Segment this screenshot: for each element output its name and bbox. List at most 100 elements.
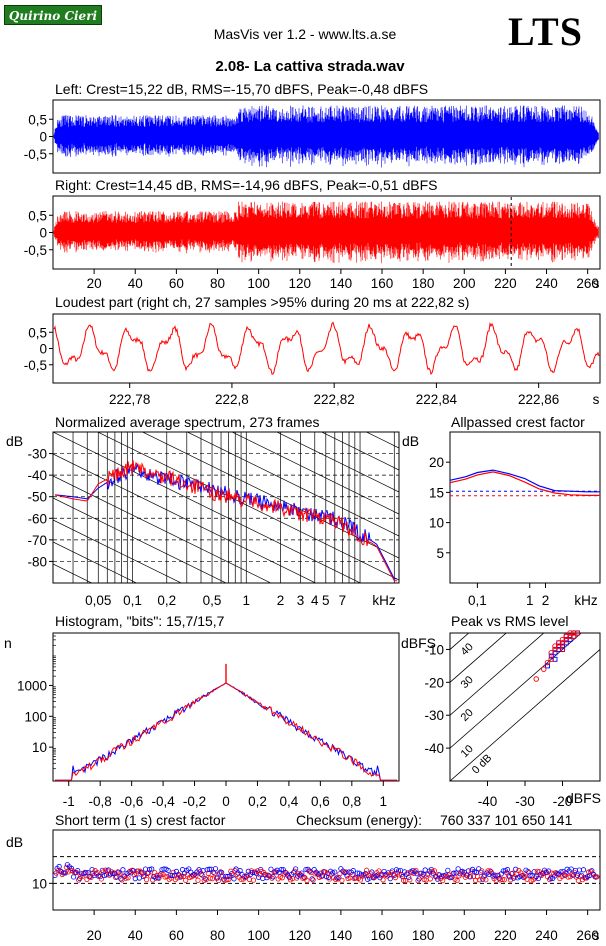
crest-left-point <box>214 875 221 881</box>
crest-right-point <box>376 868 382 874</box>
spectrum-diagonal <box>53 453 317 583</box>
crest-left-point <box>216 870 223 876</box>
crest-right-point <box>215 877 222 884</box>
spectrum-diagonal <box>53 234 399 404</box>
crest-ylabel: dB <box>6 834 24 850</box>
allpassed-ytick-label: 10 <box>429 516 444 531</box>
crest-right-point <box>501 877 507 883</box>
crest-left-point <box>369 869 375 875</box>
peak-rms-diagonal <box>450 648 600 781</box>
crest-right-point <box>244 872 250 878</box>
peak-rms-ytick-label: -30 <box>424 708 444 723</box>
peak-rms-right-point <box>556 643 562 649</box>
histogram-xtick-label: -0,6 <box>120 794 143 809</box>
right-title: Right: Crest=14,45 dB, RMS=-14,96 dBFS, … <box>55 177 438 193</box>
histogram-right-series <box>55 682 397 781</box>
loudest-xtick-label: 222,86 <box>518 392 559 407</box>
peak-rms-right-point <box>556 640 562 646</box>
crest-right-point <box>425 871 431 877</box>
crest-left-point <box>147 866 153 873</box>
spectrum-ytick-label: -80 <box>27 554 47 569</box>
spectrum-diagonals <box>53 234 399 800</box>
histogram-xtick-label: 1 <box>380 794 388 809</box>
loudest-wave <box>53 321 600 376</box>
peak-rms-left-point <box>563 640 569 646</box>
crest-right-point <box>495 872 501 878</box>
crest-left-point <box>478 869 484 875</box>
crest-left-point <box>580 867 587 873</box>
peak-rms-right-point <box>574 630 581 636</box>
crest-right-point <box>353 875 359 881</box>
crest-left-point <box>206 866 212 872</box>
histogram-ytick-label: 100 <box>24 709 47 724</box>
right-chart-xtick-label: 120 <box>289 276 312 291</box>
crest-left-point <box>399 874 406 880</box>
crest-xtick-label: 260 <box>576 928 599 943</box>
crest-left-point <box>558 869 564 875</box>
artist-badge: Quirino Cieri <box>4 5 102 25</box>
crest-right-point <box>427 876 433 882</box>
peak-rms-left-point <box>560 643 565 649</box>
crest-xtick-label: 180 <box>412 928 435 943</box>
peak-rms-right-point <box>571 630 577 636</box>
crest-right-point <box>304 877 310 884</box>
right-chart-xtick-label: 60 <box>169 276 184 291</box>
crest-xtick-label: 140 <box>330 928 353 943</box>
right-chart-xtick-label: 240 <box>535 276 558 291</box>
crest-left-point <box>177 874 184 880</box>
crest-right-point <box>401 877 407 883</box>
crest-right-point <box>300 875 306 881</box>
crest-left-point <box>138 869 145 876</box>
peak-rms-diagonal <box>450 633 582 749</box>
loudest-xtick-label: 222,82 <box>314 392 355 407</box>
right-chart-xunit: s <box>593 276 600 291</box>
peak-rms-right-point <box>552 646 558 653</box>
allpassed-title: Allpassed crest factor <box>451 414 585 430</box>
crest-left-point <box>496 875 502 882</box>
crest-left-point <box>268 866 274 872</box>
crest-xtick-label: 240 <box>535 928 558 943</box>
file-name: 2.08- La cattiva strada.wav <box>215 58 405 75</box>
spectrum-diagonal <box>53 630 399 800</box>
histogram-xtick-label: 0 <box>222 794 230 809</box>
peak-rms-diag-label: 40 <box>459 641 476 658</box>
crest-right-point <box>526 870 532 876</box>
crest-left-point <box>110 870 116 877</box>
peak-rms-frame <box>449 632 601 782</box>
crest-right-point <box>156 875 162 881</box>
crest-right-point <box>431 868 438 874</box>
crest-right-point <box>207 875 213 881</box>
crest-left-point <box>535 875 541 882</box>
crest-right-point <box>191 872 197 878</box>
allpassed-right-series <box>449 471 600 496</box>
loudest-ytick-label: 0,5 <box>28 325 47 340</box>
histogram-title: Histogram, "bits": 15,7/15,7 <box>55 613 225 629</box>
histogram-xtick-label: 0,6 <box>311 794 330 809</box>
allpassed-ylabel: dB <box>402 433 420 449</box>
peak-rms-diag-label: 30 <box>459 674 476 691</box>
crest-right-point <box>220 873 226 879</box>
peak-rms-diag-label: 10 <box>459 743 476 760</box>
spectrum-diagonal <box>276 432 399 493</box>
crest-left-point <box>144 870 151 876</box>
crest-right-point <box>380 877 386 883</box>
crest-left-point <box>589 868 595 874</box>
right-chart-ytick-label: -0,5 <box>24 243 47 258</box>
peak-rms-left-point <box>552 656 558 662</box>
crest-left-point <box>527 872 533 879</box>
crest-xtick-label: 40 <box>128 928 143 943</box>
spectrum-diagonal <box>141 432 399 559</box>
crest-right-point <box>339 877 345 883</box>
peak-rms-right-point <box>552 643 558 649</box>
peak-rms-right-point <box>563 636 570 643</box>
peak-rms-right-point <box>548 656 555 663</box>
peak-rms-ytick-label: -20 <box>424 675 444 690</box>
crest-right-point <box>470 873 477 879</box>
crest-left-point <box>270 874 276 880</box>
spectrum-xunit: kHz <box>372 593 395 608</box>
crest-right-point <box>148 873 154 879</box>
loudest-xunit: s <box>593 392 600 407</box>
allpassed-xtick-label: 0,1 <box>468 593 487 608</box>
crest-left-point <box>513 866 519 872</box>
checksum-label: Checksum (energy): <box>296 812 423 828</box>
